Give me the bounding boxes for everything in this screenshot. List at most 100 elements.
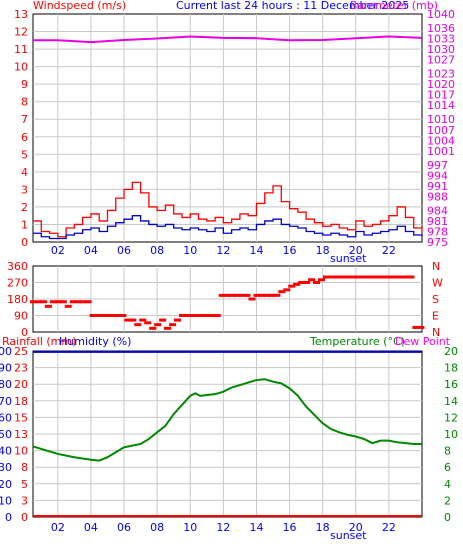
direction-point <box>303 281 311 284</box>
windspeed-tick-label: 13 <box>14 8 28 21</box>
windspeed-tick-label: 11 <box>14 43 28 56</box>
direction-compass-tick-label: N <box>432 260 440 273</box>
humidity-label: Humidity (%) <box>59 335 131 348</box>
temperature-tick-label: 20 <box>444 345 458 358</box>
direction-point <box>253 293 261 297</box>
humidity-tick-label: 90 <box>0 362 12 375</box>
direction-point <box>278 290 286 294</box>
barometer-tick-label: 1010 <box>427 113 455 126</box>
direction-compass-tick-label: W <box>432 277 443 290</box>
direction-point <box>69 300 77 304</box>
direction-point <box>139 318 147 322</box>
direction-point <box>417 325 425 329</box>
x-tick-label: 08 <box>150 244 164 257</box>
rainfall-tick-label: 13 <box>14 428 28 441</box>
direction-point <box>74 300 82 304</box>
x-ticks-panel1: 02 04 06 08 10 12 14 16 18 20 22 <box>51 244 396 257</box>
direction-point <box>208 314 216 317</box>
x-ticks-panel3: 02 04 06 08 10 12 14 16 18 20 22 <box>51 521 396 534</box>
x-tick-label: 16 <box>283 244 297 257</box>
temperature-tick-label: 4 <box>444 478 451 491</box>
humidity-tick-label: 30 <box>0 461 12 474</box>
direction-point <box>183 314 191 317</box>
direction-point <box>263 293 271 297</box>
x-tick-label: 18 <box>316 521 330 534</box>
barometer-tick-label: 1036 <box>427 22 455 35</box>
direction-point <box>248 297 256 301</box>
direction-point <box>332 275 340 279</box>
x-tick-label: 02 <box>51 244 65 257</box>
barometer-ticks: 9759789819849889919949971001100410071010… <box>427 8 455 249</box>
temperature-tick-label: 8 <box>444 445 451 458</box>
direction-point <box>213 314 221 317</box>
rainfall-tick-label: 3 <box>21 494 28 507</box>
rain-humidity-temp-grid <box>33 351 422 517</box>
direction-point <box>397 275 405 279</box>
temperature-label: Temperature (°C) <box>309 335 405 348</box>
x-tick-label: 04 <box>84 521 98 534</box>
direction-point <box>49 300 57 304</box>
direction-point <box>149 326 157 330</box>
wind-direction-series <box>30 275 425 330</box>
barometer-tick-label: 1030 <box>427 43 455 56</box>
direction-compass-tick-label: E <box>432 310 439 323</box>
windspeed-tick-label: 1 <box>21 218 28 231</box>
direction-point <box>283 288 291 292</box>
barometer-line <box>33 35 423 44</box>
rain-humidity-temp-panel: 0102030405060708090100 03581013151820232… <box>0 345 458 542</box>
temperature-tick-label: 2 <box>444 494 451 507</box>
direction-point <box>327 275 335 279</box>
humidity-tick-label: 10 <box>0 494 12 507</box>
humidity-tick-label: 80 <box>0 378 12 391</box>
barometer-tick-label: 978 <box>427 225 448 238</box>
barometer-tick-label: 997 <box>427 159 448 172</box>
temperature-ticks: 0 2 4 6 8 10 12 14 16 18 20 <box>444 345 458 524</box>
direction-point <box>382 275 390 279</box>
x-tick-label: 06 <box>117 244 131 257</box>
temperature-tick-label: 0 <box>444 511 451 524</box>
direction-point <box>109 314 117 317</box>
direction-point <box>44 304 52 308</box>
direction-point <box>228 293 236 297</box>
direction-point <box>114 314 122 317</box>
direction-point <box>39 300 47 304</box>
rainfall-tick-label: 15 <box>14 411 28 424</box>
direction-point <box>134 323 142 327</box>
sunset-label-panel3: sunset <box>330 529 367 542</box>
barometer-tick-label: 975 <box>427 236 448 249</box>
barometer-tick-label: 988 <box>427 190 448 203</box>
dewpoint-label: Dew Point <box>395 335 451 348</box>
direction-point <box>99 314 107 317</box>
humidity-ticks: 0 10 20 30 40 50 60 70 80 90 100 <box>0 345 12 524</box>
windspeed-tick-label: 10 <box>14 61 28 74</box>
direction-point <box>313 281 321 284</box>
rainfall-ticks: 0 3 5 8 10 13 15 18 20 23 25 <box>14 345 28 524</box>
direction-degree-tick-label: 270 <box>7 277 28 290</box>
direction-point <box>84 300 92 304</box>
direction-point <box>352 275 360 279</box>
barometer-tick-label: 1040 <box>427 8 455 21</box>
temperature-tick-label: 16 <box>444 378 458 391</box>
direction-point <box>347 275 355 279</box>
windspeed-tick-label: 9 <box>21 78 28 91</box>
direction-point <box>30 300 37 304</box>
temperature-tick-label: 18 <box>444 362 458 375</box>
direction-point <box>54 300 62 304</box>
windspeed-tick-label: 8 <box>21 96 28 109</box>
x-tick-label: 08 <box>150 521 164 534</box>
humidity-tick-label: 70 <box>0 395 12 408</box>
windspeed-tick-label: 0 <box>21 236 28 249</box>
sunset-label-panel1: sunset <box>330 252 367 265</box>
direction-point <box>342 275 350 279</box>
barometer-tick-label: 1020 <box>427 78 455 91</box>
direction-point <box>318 278 326 282</box>
x-tick-label: 16 <box>283 521 297 534</box>
x-tick-label: 10 <box>183 521 197 534</box>
direction-point <box>387 275 395 279</box>
direction-point <box>258 293 266 297</box>
temperature-tick-label: 14 <box>444 395 458 408</box>
